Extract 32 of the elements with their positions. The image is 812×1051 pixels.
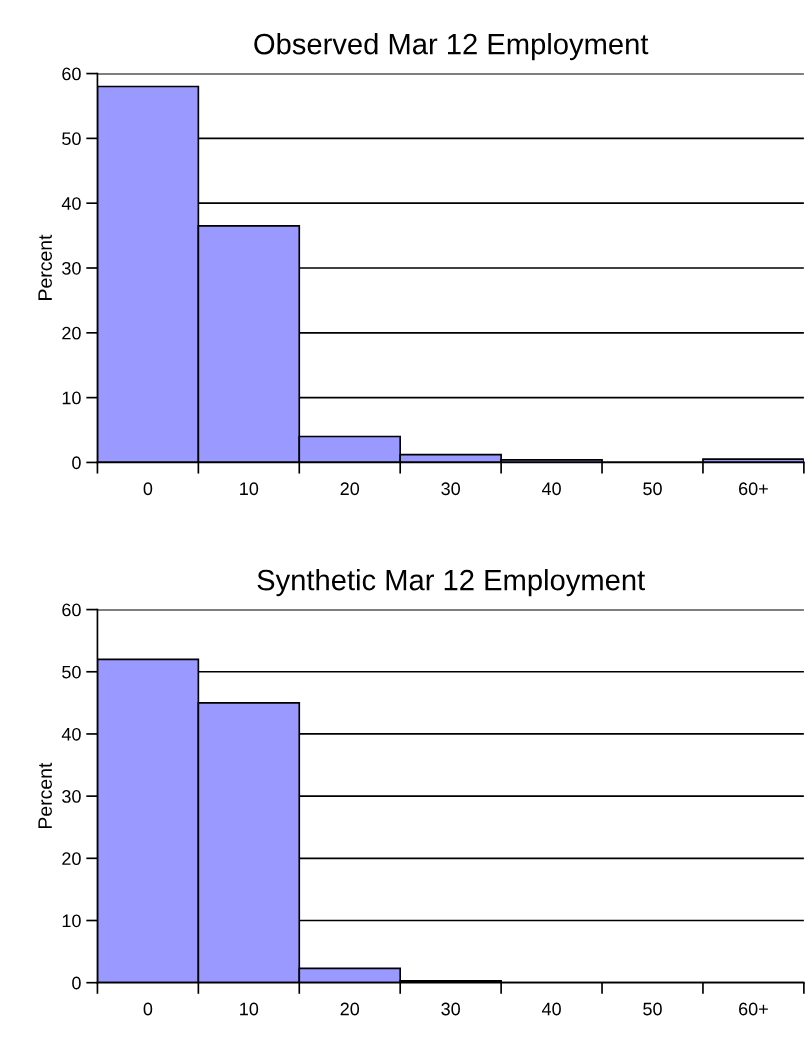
y-tick-label: 30 [62,261,81,275]
y-tick-label: 10 [62,391,81,405]
y-tick-label: 50 [62,132,81,146]
y-axis-title: Percent [38,762,52,829]
chart-title: Synthetic Mar 12 Employment [257,569,645,597]
x-tick-label: 30 [441,1002,460,1016]
x-tick-label: 50 [643,1002,662,1016]
y-tick-label: 0 [72,976,81,990]
y-axis-title: Percent [38,234,52,300]
x-tick-label: 10 [240,482,259,496]
x-tick-label: 40 [541,482,561,496]
y-tick-label: 10 [62,914,81,928]
y-tick-label: 50 [62,665,81,679]
y-tick-label: 60 [62,603,81,617]
y-tick-label: 40 [61,197,81,210]
x-tick-label: 50 [643,482,662,496]
x-tick-label: 0 [143,482,153,496]
x-tick-label: 20 [340,1002,360,1016]
x-tick-label: 20 [340,482,360,496]
y-tick-label: 30 [62,790,81,803]
chart-title: Observed Mar 12 Employment [254,32,649,61]
x-tick-label: 10 [240,1002,259,1016]
x-tick-label: 30 [441,482,460,496]
y-tick-label: 20 [62,852,81,866]
x-tick-label: 60+ [739,1002,768,1016]
x-tick-label: 60+ [739,482,768,496]
y-tick-label: 60 [62,67,81,81]
y-tick-label: 20 [62,326,81,340]
x-tick-label: 40 [541,1002,561,1016]
y-tick-label: 0 [72,456,81,470]
x-tick-label: 0 [143,1002,153,1016]
y-tick-label: 40 [61,727,81,741]
